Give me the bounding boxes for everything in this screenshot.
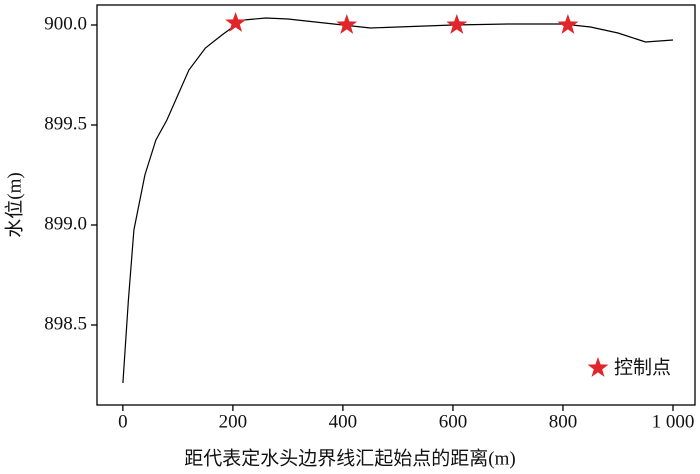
plot-frame — [96, 4, 696, 406]
x-tick-label: 400 — [329, 411, 358, 432]
x-axis-label: 距代表定水头边界线汇起始点的距离(m) — [184, 447, 515, 469]
y-tick-label: 899.5 — [44, 113, 87, 134]
y-axis-label: 水位(m) — [3, 172, 25, 237]
data-line — [122, 17, 674, 384]
legend-marker — [587, 357, 609, 377]
y-tick-label: 899.0 — [44, 213, 87, 234]
x-tick-label: 1 000 — [652, 411, 695, 432]
control-point — [225, 12, 247, 32]
x-tick-label: 0 — [118, 411, 128, 432]
x-tick-label: 800 — [549, 411, 578, 432]
y-tick-label: 900.0 — [44, 13, 87, 34]
legend-label: 控制点 — [614, 356, 671, 378]
control-point — [557, 14, 579, 34]
y-tick-label: 898.5 — [44, 313, 87, 334]
control-point — [336, 14, 358, 34]
x-tick-label: 200 — [219, 411, 248, 432]
control-point — [446, 14, 468, 34]
x-tick-label: 600 — [439, 411, 468, 432]
